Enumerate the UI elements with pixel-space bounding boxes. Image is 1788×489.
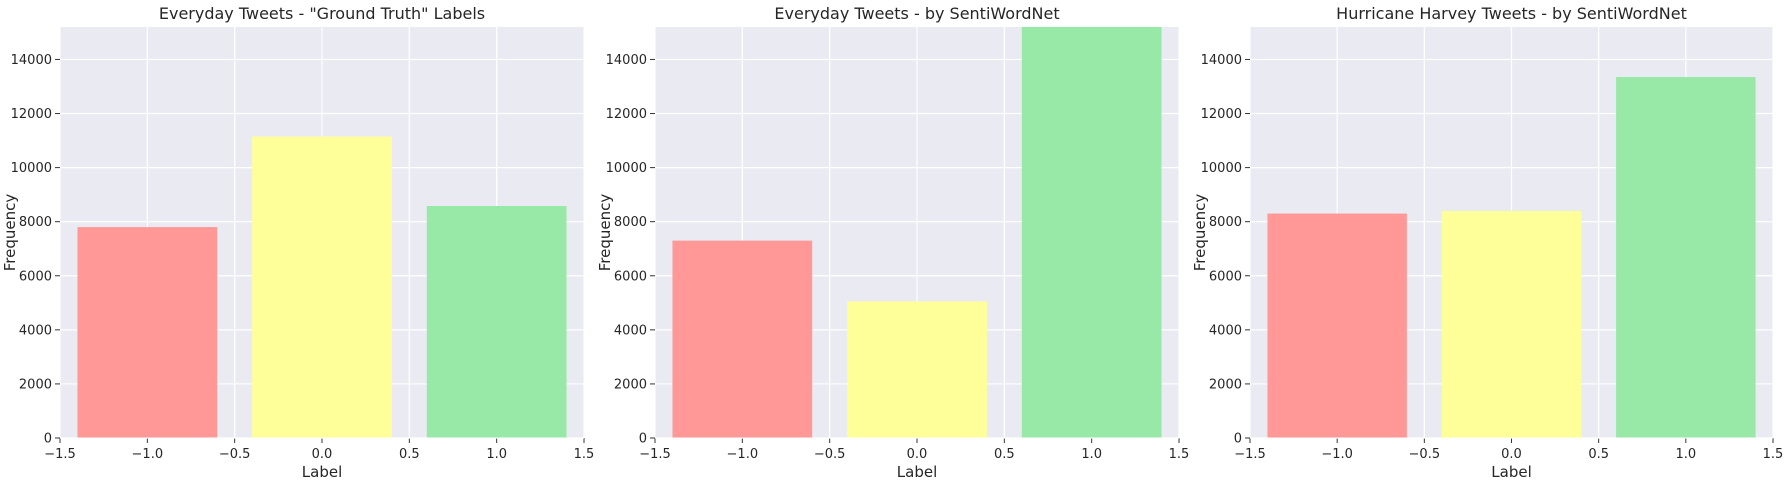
y-tick-label: 10000: [606, 161, 647, 176]
y-tick-label: 0: [1234, 432, 1242, 447]
x-tick-label: 1.0: [486, 447, 507, 462]
y-axis-label: Frequency: [1191, 194, 1209, 272]
x-axis-label: Label: [302, 463, 342, 481]
y-tick-label: 4000: [1209, 323, 1242, 338]
x-axis-label: Label: [1491, 463, 1531, 481]
x-tick-label: 0.5: [994, 447, 1015, 462]
x-tick-label: 0.5: [399, 447, 420, 462]
x-tick-label: 1.5: [574, 447, 595, 462]
bar-1: [77, 227, 218, 438]
x-tick-label: −1.0: [1321, 447, 1353, 462]
x-tick-label: −1.5: [44, 447, 76, 462]
y-tick-label: 10000: [1201, 161, 1242, 176]
y-tick-label: 6000: [1209, 269, 1242, 284]
chart-title: Everyday Tweets - "Ground Truth" Labels: [159, 4, 485, 23]
x-tick-label: −0.5: [1409, 447, 1441, 462]
y-axis-label: Frequency: [1, 194, 19, 272]
y-tick-label: 6000: [614, 269, 647, 284]
y-tick-label: 8000: [1209, 215, 1242, 230]
y-tick-label: 14000: [1201, 53, 1242, 68]
bar-1: [672, 240, 813, 438]
chart-title: Hurricane Harvey Tweets - by SentiWordNe…: [1336, 4, 1687, 23]
x-tick-label: 0.0: [907, 447, 928, 462]
x-tick-label: −1.5: [1234, 447, 1266, 462]
y-tick-label: 4000: [19, 323, 52, 338]
x-tick-label: 1.5: [1763, 447, 1784, 462]
x-tick-label: 1.0: [1675, 447, 1696, 462]
bar-3: [1616, 77, 1756, 439]
x-axis-label: Label: [897, 463, 937, 481]
x-tick-label: −0.5: [814, 447, 846, 462]
x-tick-label: 0.0: [312, 447, 333, 462]
bar-2: [252, 136, 392, 438]
chart-panel-1: −1.5 −1.0 −0.5 0.0 0.5 1.0 1.5 0 2000 4000 6000 800…: [1, 4, 594, 481]
bar-2: [847, 301, 987, 438]
y-tick-label: 4000: [614, 323, 647, 338]
x-tick-label: 0.0: [1501, 447, 1522, 462]
y-tick-label: 0: [639, 432, 647, 447]
x-tick-label: 0.5: [1588, 447, 1609, 462]
y-tick-label: 12000: [11, 107, 52, 122]
y-tick-label: 0: [44, 432, 52, 447]
y-tick-label: 8000: [19, 215, 52, 230]
y-tick-label: 2000: [614, 377, 647, 392]
x-tick-label: 1.0: [1081, 447, 1102, 462]
chart-title: Everyday Tweets - by SentiWordNet: [774, 4, 1059, 23]
x-tick-label: 1.5: [1169, 447, 1190, 462]
y-tick-label: 10000: [11, 161, 52, 176]
bar-3: [426, 206, 567, 438]
y-tick-label: 14000: [11, 53, 52, 68]
x-tick-label: −1.5: [639, 447, 671, 462]
chart-panel-2: −1.5 −1.0 −0.5 0.0 0.5 1.0 1.5 0 2000 4000 6000 800…: [596, 4, 1189, 481]
y-axis-label: Frequency: [596, 194, 614, 272]
y-tick-label: 2000: [1209, 377, 1242, 392]
y-tick-label: 6000: [19, 269, 52, 284]
y-tick-label: 14000: [606, 53, 647, 68]
x-tick-label: −1.0: [132, 447, 164, 462]
y-tick-label: 12000: [1201, 107, 1242, 122]
x-tick-label: −0.5: [219, 447, 251, 462]
y-tick-label: 2000: [19, 377, 52, 392]
bar-1: [1267, 213, 1407, 438]
bar-2: [1441, 210, 1582, 438]
bar-3: [1021, 27, 1162, 438]
chart-panel-3: −1.5 −1.0 −0.5 0.0 0.5 1.0 1.5 0 2000 4000 6000 800…: [1191, 4, 1783, 481]
y-tick-label: 12000: [606, 107, 647, 122]
x-tick-label: −1.0: [727, 447, 759, 462]
y-tick-label: 8000: [614, 215, 647, 230]
